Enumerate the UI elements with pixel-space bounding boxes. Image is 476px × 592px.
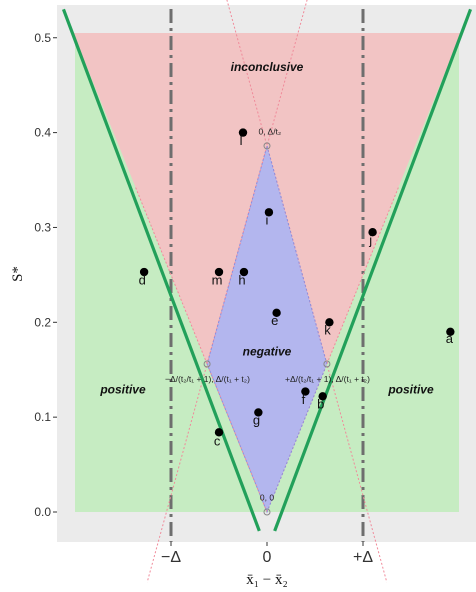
point-label-k: k (324, 323, 331, 338)
point-label-f: f (302, 392, 306, 407)
x-axis-title: x̄₁ − x̄₂ (246, 572, 287, 588)
y-tick-label-5: 0.5 (34, 31, 51, 45)
point-m (214, 267, 224, 277)
diamond-edge-3 (134, 186, 268, 513)
point-label-h: h (238, 272, 245, 287)
diamond-edge-2 (266, 186, 400, 513)
point-g (254, 408, 263, 417)
vertex-annotation-1: −Δ/(t₂/t₁ + 1), Δ/(t₁ + t₂) (165, 374, 250, 384)
v-line-right (273, 8, 473, 532)
point-c (214, 428, 224, 437)
regions-layer (73, 33, 461, 512)
y-tick-label-4: 0.4 (34, 126, 51, 140)
y-tick-label-0: 0.0 (34, 505, 51, 519)
point-label-i: i (266, 213, 269, 228)
y-axis-title: S* (10, 266, 26, 282)
x-tick-label-0: −Δ (161, 549, 181, 566)
point-i (264, 208, 274, 217)
vertex-annotation-2: +Δ/(t₂/t₁ + 1), Δ/(t₁ + t₂) (285, 374, 370, 384)
point-label-g: g (253, 413, 260, 428)
point-label-d: d (139, 272, 146, 287)
region-label-positive-right: positive (387, 382, 434, 396)
y-tick-label-2: 0.2 (34, 315, 51, 329)
point-h (239, 267, 249, 277)
v-line-left (61, 8, 261, 532)
point-label-a: a (446, 331, 454, 346)
point-f (301, 387, 310, 396)
point-label-l: l (240, 133, 243, 148)
vertex-annotation-3: 0, 0 (260, 493, 274, 503)
labels-layer: inconclusive negative positive positive a b c d… (99, 60, 453, 503)
vertex-annotation-0: 0, Δ/t₂ (259, 126, 282, 136)
vertex-marker-1 (323, 360, 331, 368)
guides-layer (61, 0, 473, 583)
y-tick-label-1: 0.1 (34, 410, 51, 424)
axes-layer: 0.0 0.1 0.2 0.3 0.4 0.5 −Δ 0 +Δ (34, 31, 373, 566)
point-d (139, 267, 149, 277)
region-label-positive-left: positive (99, 382, 146, 396)
point-b (318, 392, 327, 401)
vertex-marker-0 (263, 142, 271, 150)
region-label-inconclusive: inconclusive (231, 60, 304, 74)
region-negative (207, 145, 327, 512)
point-label-b: b (317, 397, 324, 412)
x-tick-label-2: +Δ (353, 549, 373, 566)
point-label-m: m (212, 272, 223, 287)
points-layer (139, 128, 455, 437)
point-label-c: c (214, 434, 221, 449)
vertex-marker-2 (203, 360, 211, 368)
x-tick-label-1: 0 (263, 549, 272, 566)
point-k (325, 318, 334, 327)
point-a (446, 327, 455, 336)
point-label-e: e (271, 313, 278, 328)
region-label-negative: negative (243, 344, 292, 358)
point-label-j: j (368, 233, 372, 248)
point-e (272, 308, 281, 318)
diamond-outline (206, 143, 328, 514)
point-l (238, 128, 248, 137)
vertex-marker-3 (263, 508, 271, 516)
y-tick-label-3: 0.3 (34, 220, 51, 234)
point-j (368, 227, 377, 237)
diamond-edge-1 (146, 0, 308, 583)
